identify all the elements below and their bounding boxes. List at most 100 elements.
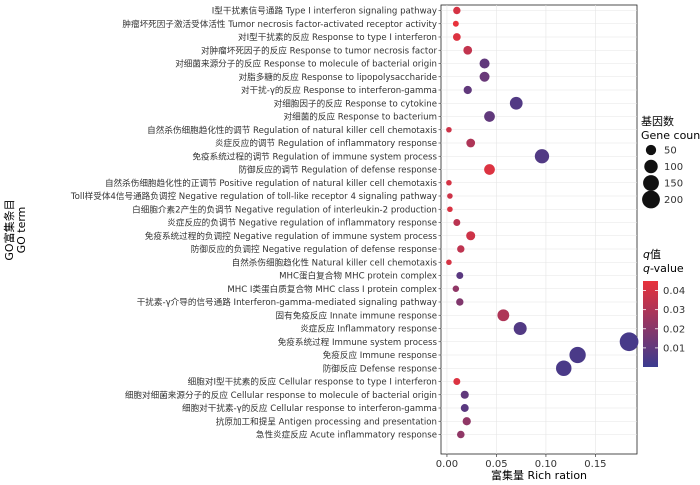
term-label: 对细菌的反应 Response to bacterium xyxy=(284,111,438,123)
term-labels: I型干扰素信号通路 Type I interferon signaling pa… xyxy=(70,5,441,441)
grid-layer xyxy=(441,5,637,454)
term-label: 对干扰-γ的反应 Response to interferon-gamma xyxy=(241,84,437,96)
data-point xyxy=(619,332,639,352)
data-point xyxy=(463,45,473,55)
term-label: 抗原加工和提呈 Antigen processing and presentat… xyxy=(216,415,437,427)
data-point xyxy=(447,206,453,213)
term-label: 防御反应的调节 Regulation of defense response xyxy=(238,164,437,176)
data-point xyxy=(457,245,465,253)
x-tick-label: 0.10 xyxy=(535,459,557,470)
x-axis: 0.00 0.05 0.10 0.15 xyxy=(436,454,607,470)
term-label: 炎症反应 Inflammatory response xyxy=(300,323,437,335)
data-point xyxy=(497,309,510,322)
data-point xyxy=(446,179,452,186)
data-point xyxy=(462,417,471,426)
data-point xyxy=(484,164,495,175)
size-legend-label: 200 xyxy=(664,195,683,206)
size-legend-title-line1: 基因数 xyxy=(641,115,674,128)
term-label: 对脂多糖的反应 Response to lipopolysaccharide xyxy=(239,71,438,83)
x-axis-title: 富集量 Rich ration xyxy=(491,468,587,482)
x-tick-label: 0.05 xyxy=(485,459,507,470)
size-legend-label: 150 xyxy=(664,179,683,190)
data-point xyxy=(534,149,550,164)
term-label: MHC I类蛋白质复合物 MHC class I protein complex xyxy=(227,283,437,295)
term-label: 白细胞介素2产生的负调节 Negative regulation of inte… xyxy=(132,203,437,215)
color-legend-title-line2: q-value xyxy=(643,262,684,275)
data-point xyxy=(466,138,476,148)
size-legend: 基因数 Gene count 50 100 150 200 xyxy=(641,115,700,209)
term-label: 免疫系统过程 Immune system process xyxy=(278,336,438,348)
size-legend-items: 50 100 150 200 xyxy=(642,144,683,209)
size-legend-swatch xyxy=(644,159,658,174)
term-label: 固有免疫反应 Innate immune response xyxy=(276,309,437,321)
y-axis-title-line1: GO富集条目 xyxy=(2,199,16,260)
x-tick-label: 0.00 xyxy=(436,459,458,470)
term-label: 干扰素-γ介导的信号通路 Interferon-gamma-mediated s… xyxy=(137,296,437,308)
color-legend-ticks: 0.01 0.02 0.03 0.04 xyxy=(643,286,685,354)
color-legend-bar xyxy=(643,281,658,367)
data-point xyxy=(452,33,461,41)
data-point xyxy=(452,285,460,292)
term-label: 免疫系统过程的调节 Regulation of immune system pr… xyxy=(192,150,437,162)
x-tick-label: 0.15 xyxy=(584,459,606,470)
term-label: 对I型干扰素的反应 Response to type I interferon xyxy=(238,31,437,43)
points-layer xyxy=(446,6,639,439)
term-label: 防御反应 Defense response xyxy=(323,362,437,374)
term-label: 细胞对细菌来源分子的反应 Cellular response to molecu… xyxy=(125,389,437,401)
data-point xyxy=(453,6,461,15)
data-point xyxy=(460,404,469,412)
size-legend-label: 50 xyxy=(664,146,677,157)
color-legend-label: 0.03 xyxy=(663,305,685,316)
data-point xyxy=(453,378,461,385)
term-label: 对细菌来源分子的反应 Response to molecule of bacte… xyxy=(175,58,437,70)
data-point xyxy=(446,126,452,133)
data-point xyxy=(569,346,586,364)
data-point xyxy=(457,430,465,439)
term-label: 自然杀伤细胞趋化性的正调节 Positive regulation of nat… xyxy=(105,177,438,189)
term-label: 自然杀伤细胞趋化性 Natural killer cell chemotaxis xyxy=(232,256,438,268)
term-label: 炎症反应的负调节 Negative regulation of inflamma… xyxy=(167,217,437,229)
term-label: Toll样受体4信号通路负调控 Negative regulation of t… xyxy=(70,190,437,202)
term-label: 细胞对干扰素-γ的反应 Cellular response to interfe… xyxy=(182,402,437,414)
data-point xyxy=(484,111,495,122)
term-label: 免疫系统过程的负调控 Negative regulation of immune… xyxy=(145,230,438,242)
data-point xyxy=(556,360,572,376)
term-label: 免疫反应 Immune response xyxy=(323,349,437,361)
data-point xyxy=(446,259,452,266)
data-point xyxy=(456,298,464,306)
term-label: MHC蛋白复合物 MHC protein complex xyxy=(279,270,437,282)
y-axis-title-line2: GO term xyxy=(15,207,28,254)
data-point xyxy=(463,85,472,95)
term-label: 防御反应的负调控 Negative regulation of defense … xyxy=(191,243,437,255)
size-legend-swatch xyxy=(645,144,657,156)
data-point xyxy=(447,193,453,199)
data-point xyxy=(479,71,490,82)
size-legend-swatch xyxy=(643,175,659,191)
color-legend: q值 q-value 0.01 0.02 0.03 0.04 xyxy=(643,248,685,367)
term-label: 自然杀伤细胞趋化性的调节 Regulation of natural kille… xyxy=(147,124,437,136)
color-legend-label: 0.01 xyxy=(663,343,685,354)
data-point xyxy=(509,96,523,110)
data-point xyxy=(452,20,459,27)
size-legend-swatch xyxy=(642,190,660,209)
data-point xyxy=(453,219,461,226)
color-legend-label: 0.02 xyxy=(663,324,685,335)
term-label: 对细胞因子的反应 Response to cytokine xyxy=(274,97,437,109)
term-label: 肿瘤坏死因子激活受体活性 Tumor necrosis factor-activ… xyxy=(122,18,437,30)
size-legend-label: 100 xyxy=(664,162,683,173)
size-legend-title-line2: Gene count xyxy=(641,129,700,142)
term-label: 对肿瘤坏死因子的反应 Response to tumor necrosis fa… xyxy=(201,44,438,56)
term-label: I型干扰素信号通路 Type I interferon signaling pa… xyxy=(212,5,437,17)
data-point xyxy=(460,390,469,399)
data-point xyxy=(456,272,464,279)
data-point xyxy=(466,231,476,241)
plot-panel xyxy=(440,4,638,455)
term-label: 细胞对I型干扰素的反应 Cellular response to type I … xyxy=(188,376,437,388)
term-label: 急性炎症反应 Acute inflammatory response xyxy=(256,429,437,441)
data-point xyxy=(479,58,490,69)
color-legend-title-line1: q值 xyxy=(643,248,661,261)
data-point xyxy=(513,322,527,335)
color-legend-label: 0.04 xyxy=(663,286,685,297)
term-label: 炎症反应的调节 Regulation of inflammatory respo… xyxy=(215,137,437,149)
